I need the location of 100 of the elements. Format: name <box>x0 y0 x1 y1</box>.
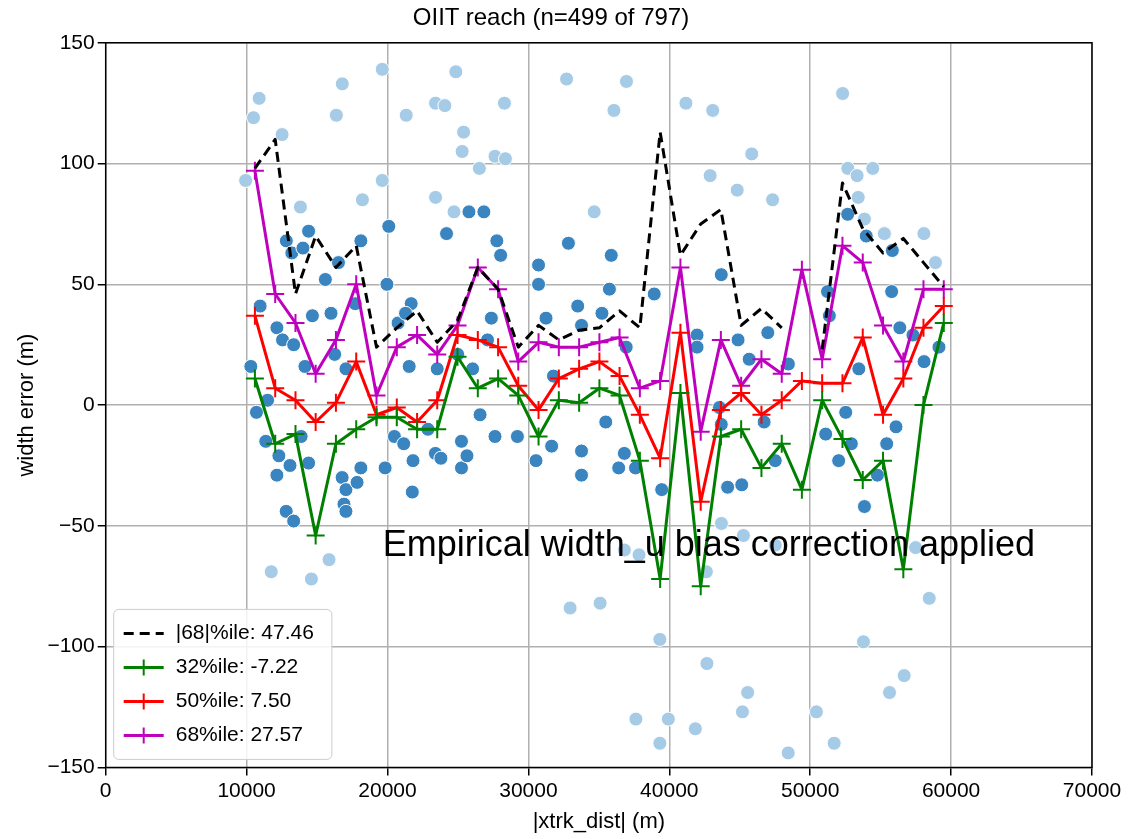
legend-label: 32%ile: -7.22 <box>175 654 299 678</box>
point <box>508 351 529 372</box>
x-tick-label: 60000 <box>921 777 981 801</box>
x-tick-label: 10000 <box>217 777 276 801</box>
point <box>812 349 833 370</box>
point <box>913 395 934 416</box>
point <box>710 399 731 420</box>
point <box>407 419 428 440</box>
point <box>690 491 711 512</box>
point <box>873 315 894 336</box>
point <box>731 383 752 404</box>
point <box>488 279 509 300</box>
point <box>852 469 873 490</box>
point <box>285 424 306 445</box>
point <box>913 279 934 300</box>
point <box>751 404 772 425</box>
point <box>244 160 265 181</box>
point <box>771 390 792 411</box>
point <box>933 279 954 300</box>
point <box>285 390 306 411</box>
point <box>407 325 428 346</box>
point <box>548 368 569 389</box>
point <box>650 448 671 469</box>
x-tick-label: 50000 <box>781 777 840 801</box>
point <box>528 426 549 447</box>
point <box>265 378 286 399</box>
point <box>873 404 894 425</box>
point <box>305 525 326 546</box>
y-tick-label: −150 <box>47 754 95 778</box>
point <box>285 312 306 333</box>
point <box>467 329 488 350</box>
point <box>325 433 346 454</box>
point <box>244 368 265 389</box>
point <box>893 351 914 372</box>
y-tick-label: 0 <box>83 391 95 415</box>
y-tick-label: 150 <box>59 29 95 53</box>
y-tick-label: −50 <box>59 512 95 536</box>
point <box>873 450 894 471</box>
point <box>832 373 853 394</box>
point <box>447 325 468 346</box>
point <box>325 329 346 350</box>
x-axis-title: |xtrk_dist| (m) <box>532 807 666 833</box>
x-tick-label: 0 <box>99 777 112 801</box>
y-tick-label: −100 <box>47 633 95 657</box>
x-tick-label: 20000 <box>358 777 417 801</box>
point <box>548 337 569 358</box>
point <box>771 433 792 454</box>
point <box>305 363 326 384</box>
point <box>650 370 671 391</box>
point <box>933 296 954 317</box>
point <box>852 327 873 348</box>
point <box>609 385 630 406</box>
point <box>589 332 610 353</box>
point <box>548 390 569 411</box>
point <box>569 358 590 379</box>
point <box>710 426 731 447</box>
point <box>751 457 772 478</box>
point <box>447 346 468 367</box>
point <box>346 351 367 372</box>
x-tick-label: 40000 <box>640 777 699 801</box>
point <box>791 370 812 391</box>
point <box>852 252 873 273</box>
point <box>569 337 590 358</box>
point <box>791 479 812 500</box>
point <box>386 407 407 428</box>
point <box>325 392 346 413</box>
point <box>893 368 914 389</box>
legend-label: |68|%ile: 47.46 <box>175 620 314 644</box>
point <box>629 404 650 425</box>
point <box>629 450 650 471</box>
point <box>244 305 265 326</box>
point <box>812 390 833 411</box>
point <box>528 332 549 353</box>
x-tick-label: 30000 <box>499 777 558 801</box>
point <box>427 419 448 440</box>
point <box>488 368 509 389</box>
point <box>791 259 812 280</box>
point <box>589 351 610 372</box>
point <box>569 392 590 413</box>
y-axis-title: width error (m) <box>13 333 39 478</box>
y-tick-label: 50 <box>71 271 95 295</box>
point <box>265 284 286 304</box>
point <box>812 373 833 394</box>
legend-label: 68%ile: 27.57 <box>175 722 303 746</box>
point <box>467 378 488 399</box>
point <box>933 312 954 333</box>
x-tick-label: 70000 <box>1062 777 1122 801</box>
point <box>305 412 326 433</box>
point <box>589 378 610 399</box>
point <box>488 337 509 358</box>
y-tick-label: 100 <box>59 150 95 174</box>
point <box>346 419 367 440</box>
point <box>629 378 650 399</box>
point <box>427 344 448 365</box>
point <box>731 419 752 440</box>
point <box>751 349 772 370</box>
chart-title: OIIT reach (n=499 of 797) <box>412 3 690 31</box>
point <box>710 329 731 350</box>
point <box>609 327 630 348</box>
point <box>508 385 529 406</box>
